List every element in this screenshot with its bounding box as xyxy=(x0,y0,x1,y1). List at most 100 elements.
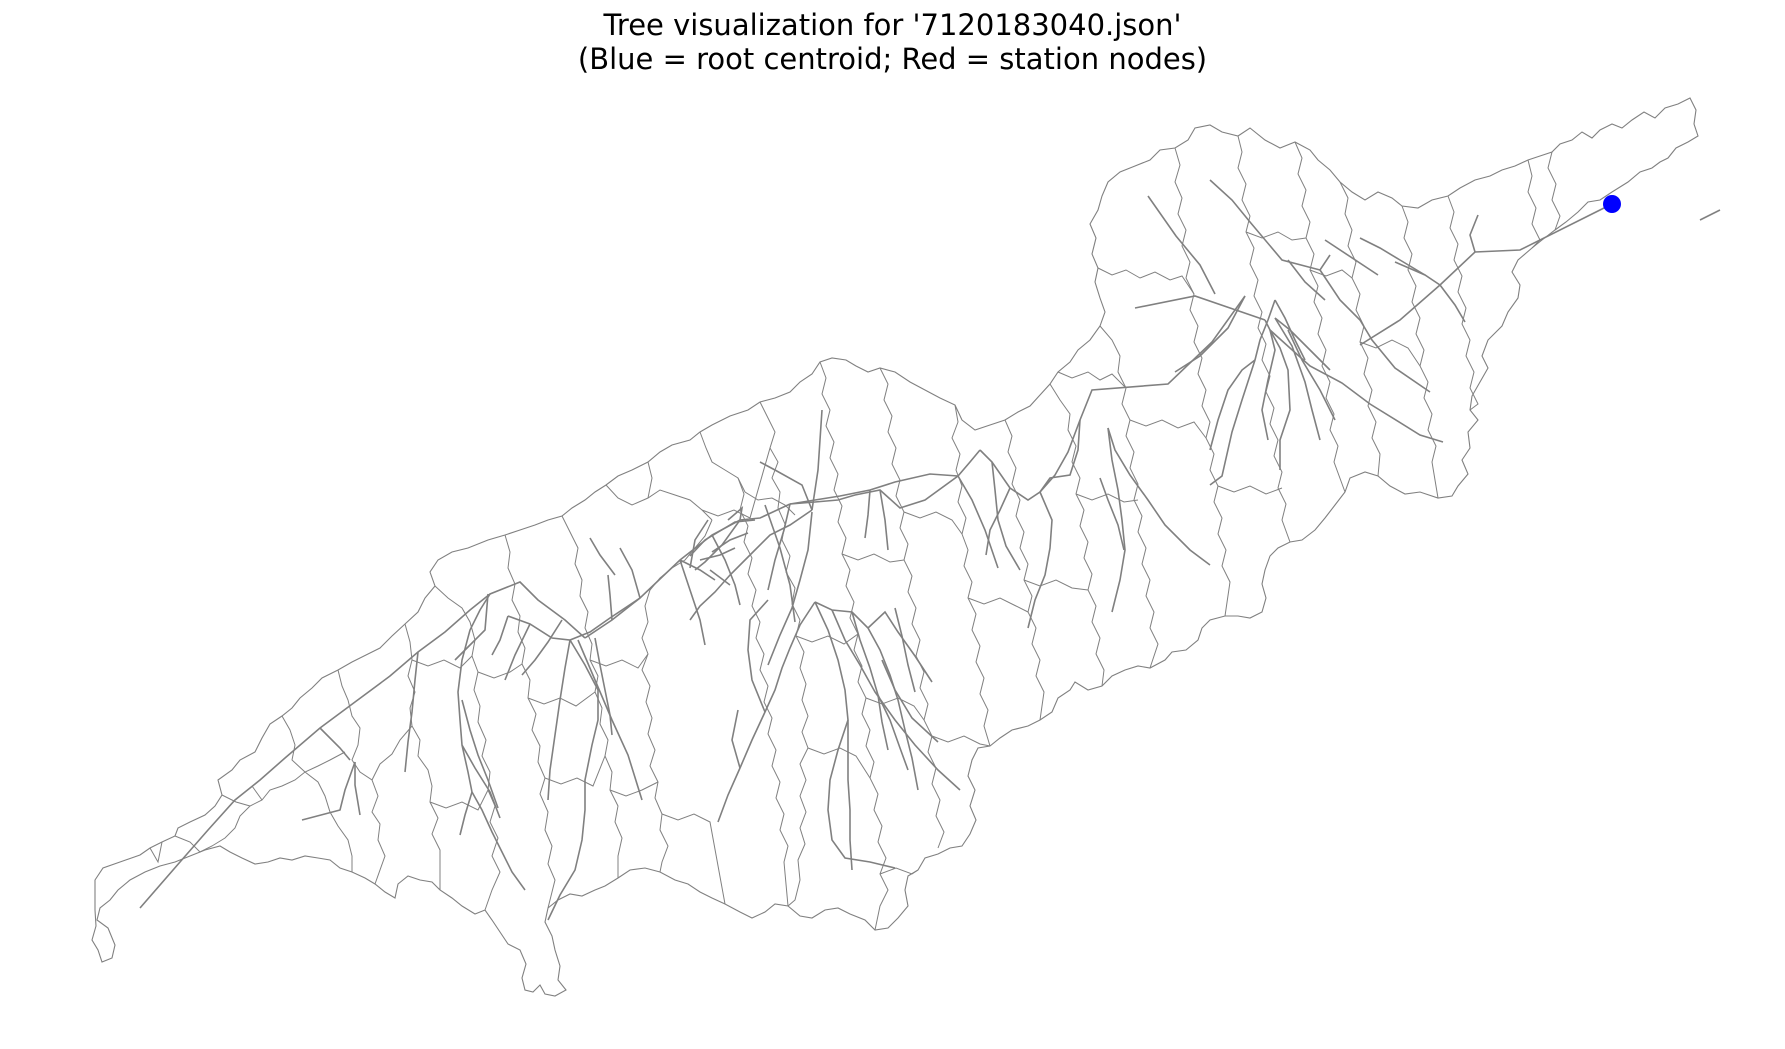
tree-edges xyxy=(139,179,1721,921)
tree-edge xyxy=(767,503,791,591)
subbasin-boundary xyxy=(1339,181,1381,477)
tree-edge xyxy=(694,519,741,571)
tree-edge xyxy=(547,639,599,921)
tree-edge xyxy=(789,473,959,505)
subbasin-boundary xyxy=(605,484,713,521)
subbasin-boundary xyxy=(149,841,163,864)
tree-edge xyxy=(589,537,616,576)
tree-edge xyxy=(979,295,1246,501)
subbasin-boundary xyxy=(1294,141,1346,493)
tree-edge xyxy=(767,511,813,666)
subbasin-boundary xyxy=(1075,493,1139,503)
tree-edge xyxy=(1261,329,1276,441)
tree-edge xyxy=(689,509,813,621)
subbasin-boundary xyxy=(504,534,556,909)
subbasin-boundary xyxy=(1309,269,1353,279)
tree-edge xyxy=(1134,295,1266,321)
subbasin-boundary xyxy=(561,515,623,878)
tree-edge xyxy=(1359,237,1426,276)
subbasin-boundary xyxy=(221,794,251,807)
subbasin-boundary xyxy=(807,747,871,779)
tree-edge xyxy=(1319,269,1431,393)
tree-edge xyxy=(689,519,709,569)
tree-edge xyxy=(577,639,643,801)
tree-edge xyxy=(301,761,356,821)
subbasin-boundary xyxy=(1023,579,1089,591)
subbasin-boundary xyxy=(1097,267,1195,295)
tree-edge xyxy=(689,519,756,557)
tree-edge xyxy=(461,699,499,809)
tree-edge xyxy=(699,547,736,561)
subbasin-boundary xyxy=(1547,151,1561,231)
subbasin-boundary xyxy=(903,511,963,535)
tree-edge xyxy=(679,559,716,581)
root-centroid-marker xyxy=(1603,195,1621,213)
tree-edge xyxy=(507,597,641,641)
tree-edge xyxy=(814,601,853,871)
subbasin-boundary xyxy=(429,789,489,811)
subbasin-boundary xyxy=(931,735,991,747)
tree-edge xyxy=(1209,359,1256,451)
subbasin-boundary xyxy=(251,785,263,801)
tree-edge xyxy=(879,489,889,551)
tree-edge xyxy=(1039,419,1081,493)
basin-outer-boundary xyxy=(91,97,1699,997)
tree-edge xyxy=(851,611,889,751)
tree-edge xyxy=(679,559,706,646)
subbasin-boundary xyxy=(1527,159,1541,249)
tree-edge xyxy=(319,727,351,761)
tree-edge xyxy=(1174,295,1246,373)
subbasin-boundary xyxy=(281,715,306,773)
tree-edge xyxy=(717,601,816,823)
subbasin-boundary xyxy=(1237,135,1291,543)
tree-edge xyxy=(1699,209,1721,221)
tree-edge xyxy=(731,709,741,769)
subbasin-boundary xyxy=(1245,231,1307,241)
subbasin-boundary xyxy=(1057,371,1127,389)
tree-edge xyxy=(1027,491,1053,629)
tree-edge xyxy=(957,475,999,569)
subbasin-boundary xyxy=(819,361,889,931)
tree-edge xyxy=(1469,214,1479,253)
tree-edge xyxy=(1209,299,1276,486)
tree-edge xyxy=(764,504,796,623)
tree-edge xyxy=(594,637,613,736)
subbasin-boundary xyxy=(1004,419,1045,721)
subbasin-boundary xyxy=(589,653,649,669)
tree-edge xyxy=(759,461,813,511)
figure-title: Tree visualization for '7120183040.json'… xyxy=(0,8,1785,76)
tree-edge xyxy=(814,601,919,791)
tree-edge xyxy=(827,719,896,869)
subbasin-boundary xyxy=(879,867,919,875)
tree-edge xyxy=(1394,261,1441,286)
subbasin-boundary xyxy=(434,585,501,911)
subbasin-boundary xyxy=(609,781,659,797)
tree-edge xyxy=(1099,477,1125,551)
tree-edge xyxy=(1107,427,1126,613)
tree-edge xyxy=(985,487,1011,556)
tree-edge xyxy=(709,569,731,586)
subbasin-boundary xyxy=(879,367,945,849)
tree-edge xyxy=(991,461,1021,571)
title-line-2: (Blue = root centroid; Red = station nod… xyxy=(577,42,1208,76)
tree-edge xyxy=(404,651,419,773)
subbasin-boundary xyxy=(865,697,925,721)
tree-edge xyxy=(1274,317,1321,441)
subbasin-boundary xyxy=(304,771,353,872)
tree-edge xyxy=(1264,319,1444,443)
tree-edge xyxy=(1359,203,1613,346)
subbasin-boundary xyxy=(701,447,771,519)
subbasin-boundary xyxy=(1217,485,1283,495)
tree-edge xyxy=(867,610,933,683)
tree-edge xyxy=(1439,284,1466,323)
tree-edge xyxy=(1209,179,1331,271)
tree-edge xyxy=(354,762,361,816)
tree-edge xyxy=(747,599,769,713)
tree-edge xyxy=(727,505,744,521)
tree-edge xyxy=(1107,427,1211,566)
subbasin-boundary xyxy=(1359,339,1421,367)
tree-edge xyxy=(139,581,586,909)
subbasin-boundary xyxy=(1447,195,1479,411)
tree-edge xyxy=(1274,317,1331,371)
subbasin-boundary xyxy=(404,623,441,890)
